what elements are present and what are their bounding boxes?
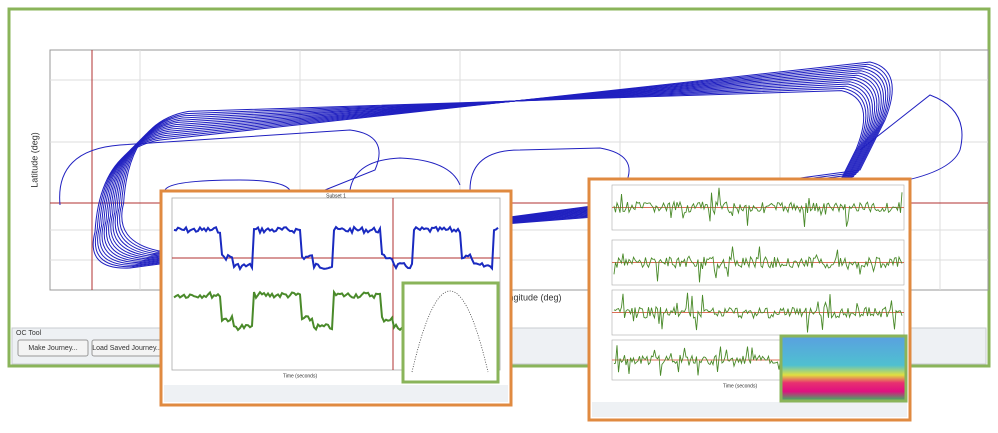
panel-label: OC Tool bbox=[16, 330, 42, 337]
track-loop bbox=[349, 157, 461, 191]
track-loop bbox=[116, 85, 869, 254]
track-loop bbox=[101, 70, 884, 264]
trace bbox=[613, 246, 903, 283]
button[interactable] bbox=[17, 339, 89, 357]
y-axis-label: Latitude (deg) bbox=[29, 132, 39, 188]
trace bbox=[613, 187, 903, 227]
trace bbox=[173, 225, 499, 272]
track-loop bbox=[97, 65, 889, 266]
inset-controls bbox=[164, 385, 508, 402]
x-axis-label: Time (seconds) bbox=[283, 373, 318, 379]
x-axis-label: Time (seconds) bbox=[723, 383, 758, 389]
track-loop bbox=[105, 74, 880, 261]
track-loop bbox=[103, 72, 882, 262]
curve bbox=[411, 290, 489, 373]
inset-controls bbox=[592, 402, 907, 417]
track-loop bbox=[94, 63, 891, 268]
track-loop bbox=[469, 147, 630, 191]
track bbox=[59, 61, 963, 269]
track-loop bbox=[859, 94, 963, 186]
spectrogram bbox=[779, 334, 908, 403]
track-loop bbox=[92, 61, 893, 269]
x-axis-label: Longitude (deg) bbox=[498, 292, 561, 302]
track-loop bbox=[59, 129, 380, 206]
sub-inset bbox=[401, 281, 500, 384]
track-loop bbox=[119, 87, 867, 253]
track-loop bbox=[108, 76, 878, 260]
button-label[interactable]: Make Journey... bbox=[28, 345, 77, 352]
button-label[interactable]: Load Saved Journey... bbox=[92, 345, 162, 352]
inset-title: Subset 1 bbox=[326, 193, 346, 199]
track-loop bbox=[114, 83, 871, 256]
track-loop bbox=[99, 68, 887, 265]
track-loop bbox=[112, 81, 873, 257]
trace bbox=[613, 292, 903, 333]
track-loop bbox=[110, 79, 876, 258]
